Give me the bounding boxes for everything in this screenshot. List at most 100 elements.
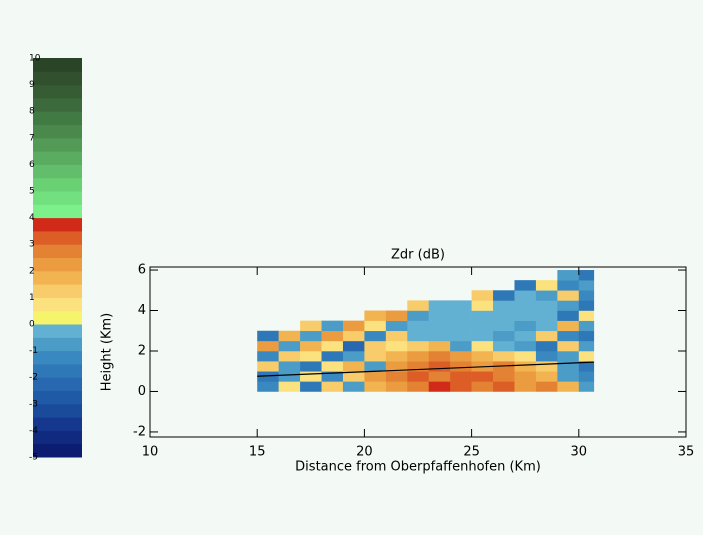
heatmap-cell [407, 320, 430, 332]
heatmap-cell [385, 350, 408, 362]
heatmap-cell [493, 290, 515, 301]
heatmap-cell [514, 310, 537, 321]
colorbar-swatch [33, 310, 82, 325]
colorbar-swatch [33, 58, 82, 72]
heatmap-cell [321, 340, 344, 352]
colorbar-swatch [33, 177, 82, 192]
heatmap-cell [493, 350, 515, 362]
heatmap-cell [514, 330, 537, 342]
heatmap-cell [578, 310, 595, 321]
heatmap-cell [493, 371, 515, 382]
heatmap-cell [578, 340, 595, 352]
heatmap-cell [535, 350, 558, 362]
heatmap-cell [471, 330, 494, 342]
colorbar-swatch [33, 297, 82, 312]
heatmap-cell [300, 320, 322, 332]
colorbar-tick-label: -4 [29, 426, 38, 436]
heatmap-cell [257, 340, 279, 352]
heatmap-cell [407, 381, 430, 392]
heatmap-cell [278, 350, 301, 362]
colorbar-swatch [33, 390, 82, 405]
heatmap-cell [471, 320, 494, 332]
heatmap-cell [557, 270, 580, 281]
heatmap-cell [535, 280, 558, 291]
heatmap-cell [514, 340, 537, 352]
heatmap-cell [450, 361, 472, 372]
heatmap-cell [450, 300, 472, 311]
heatmap-cell [385, 361, 408, 372]
heatmap-cell [300, 350, 322, 362]
heatmap-cell [321, 320, 344, 332]
heatmap-cell [578, 350, 595, 362]
heatmap-cell [471, 381, 494, 392]
x-tick-label: 25 [463, 445, 480, 460]
heatmap-cell [557, 300, 580, 311]
heatmap-cell [557, 371, 580, 382]
colorbar-tick-label: -1 [29, 346, 38, 356]
colorbar-tick-label: 7 [29, 133, 35, 143]
heatmap-cell [407, 300, 430, 311]
colorbar-swatch [33, 324, 82, 338]
heatmap-cell [428, 361, 451, 372]
heatmap-cell [257, 350, 279, 362]
heatmap-cell [428, 340, 451, 352]
heatmap-cell [535, 320, 558, 332]
colorbar-swatch [33, 137, 82, 152]
colorbar-swatch [33, 151, 82, 165]
heatmap-cell [257, 381, 279, 392]
heatmap-cell [514, 290, 537, 301]
colorbar-swatch [33, 430, 82, 445]
heatmap-cell [385, 381, 408, 392]
heatmap-cell [514, 320, 537, 332]
colorbar-tick-label: 3 [29, 240, 35, 250]
heatmap-cell [342, 330, 365, 342]
heatmap-cell [557, 290, 580, 301]
colorbar-swatch [33, 124, 82, 139]
heatmap-cell [407, 330, 430, 342]
heatmap-cell [535, 300, 558, 311]
heatmap-cell [557, 350, 580, 362]
heatmap-cell [578, 361, 595, 372]
colorbar-swatch [33, 84, 82, 99]
heatmap-cell [278, 361, 301, 372]
heatmap-cell [342, 320, 365, 332]
heatmap-cell [450, 381, 472, 392]
heatmap-cell [514, 371, 537, 382]
colorbar-swatch [33, 363, 82, 378]
heatmap-cell [364, 310, 387, 321]
heatmap-cell [514, 381, 537, 392]
colorbar-swatch [33, 270, 82, 285]
x-axis-label: Distance from Oberpfaffenhofen (Km) [295, 460, 541, 475]
heatmap-cell [535, 340, 558, 352]
heatmap-cell [321, 381, 344, 392]
colorbar-swatch [33, 257, 82, 272]
colorbar-swatch [33, 204, 82, 219]
heatmap-cell [493, 320, 515, 332]
colorbar-swatch [33, 97, 82, 112]
heatmap-cell [321, 371, 344, 382]
heatmap-cell [471, 300, 494, 311]
colorbar-tick-label: 6 [29, 160, 35, 170]
heatmap-cell [578, 381, 595, 392]
colorbar-swatch [33, 337, 82, 352]
heatmap-cell [514, 361, 537, 372]
y-tick-label: 4 [138, 303, 146, 318]
heatmap-cell [535, 371, 558, 382]
heatmap-cell [407, 361, 430, 372]
colorbar-tick-label: 10 [29, 54, 41, 64]
heatmap-cell [364, 371, 387, 382]
heatmap-cell [407, 371, 430, 382]
heatmap-cell [300, 361, 322, 372]
heatmap-cell [493, 340, 515, 352]
x-tick-label: 35 [678, 445, 695, 460]
heatmap-cell [278, 371, 301, 382]
y-tick-label: -2 [133, 424, 146, 439]
chart-title: Zdr (dB) [391, 248, 445, 263]
heatmap-cell [471, 350, 494, 362]
heatmap-cell [321, 361, 344, 372]
colorbar-tick-label: 8 [29, 107, 35, 117]
heatmap-cell [321, 330, 344, 342]
heatmap-cell [428, 350, 451, 362]
colorbar-swatch [33, 417, 82, 431]
heatmap-cell [364, 350, 387, 362]
